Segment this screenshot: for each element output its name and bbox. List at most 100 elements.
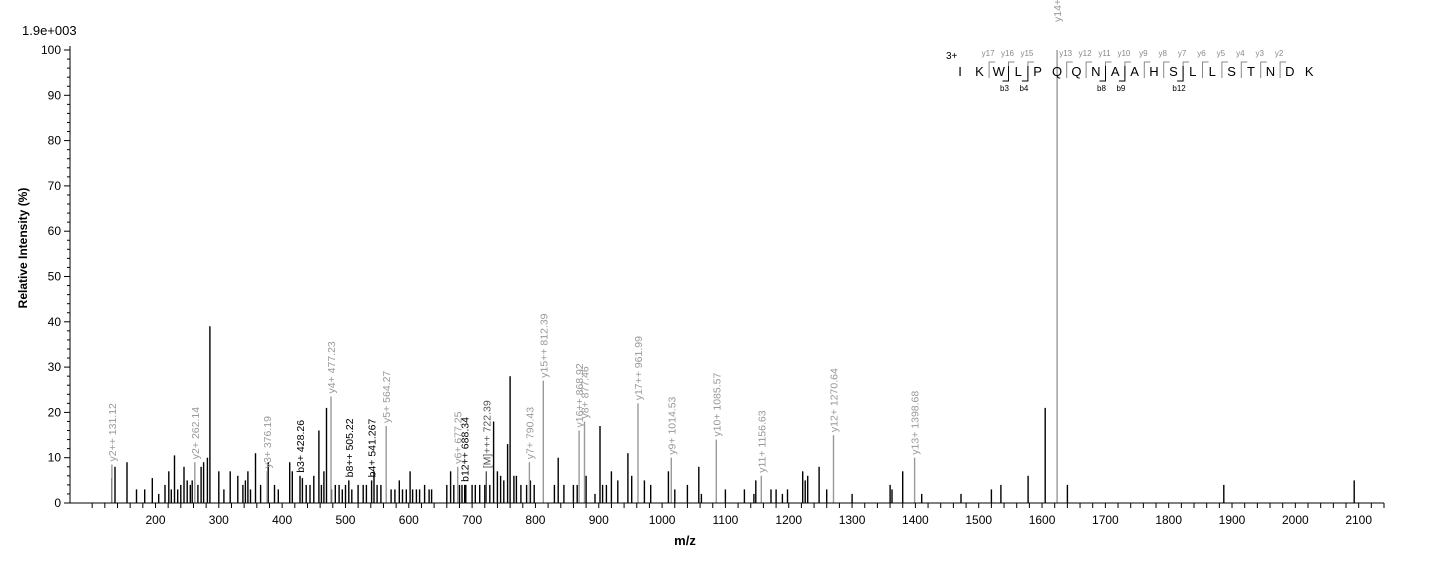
peak-label: y3+ 376.19 — [262, 416, 274, 468]
y-ion-label: y17 — [982, 49, 995, 58]
b-ion-label: b12 — [1172, 84, 1186, 93]
y-ion-bracket — [1240, 61, 1248, 78]
y-tick-label: 100 — [41, 43, 61, 57]
y-tick-label: 90 — [48, 88, 62, 102]
peak-label: y2+ 262.14 — [190, 407, 202, 459]
x-tick-label: 600 — [399, 513, 419, 527]
peak-label: b12++ 688.34 — [460, 417, 472, 482]
y-tick-label: 60 — [48, 224, 62, 238]
y-ion-bracket — [1279, 61, 1287, 78]
peak-label: y14+ 1623.82 — [1052, 0, 1064, 22]
y-ion-bracket — [1085, 61, 1093, 78]
x-tick-label: 200 — [145, 513, 165, 527]
b-ion-label: b8 — [1097, 84, 1106, 93]
y-ion-bracket — [1066, 61, 1073, 78]
y-ion-label: y5 — [1217, 49, 1226, 58]
sequence-residue: L — [1015, 64, 1022, 79]
y-ion-label: y9 — [1139, 49, 1148, 58]
sequence-residue: T — [1247, 64, 1255, 79]
y-ion-bracket — [1221, 61, 1228, 78]
peak-label: b8++ 505.22 — [344, 418, 356, 477]
x-tick-label: 1700 — [1092, 513, 1119, 527]
x-tick-label: 1200 — [775, 513, 802, 527]
b-ion-bracket — [1021, 66, 1029, 82]
y-ion-label: y4 — [1236, 49, 1245, 58]
y-tick-label: 80 — [48, 134, 62, 148]
y-ion-label: y11 — [1098, 49, 1111, 58]
x-tick-label: 1500 — [965, 513, 992, 527]
y-axis-label: Relative Intensity (%) — [16, 188, 30, 309]
peak-label: y11+ 1156.63 — [756, 410, 768, 473]
peak-label: y2++ 131.12 — [107, 403, 119, 462]
x-tick-label: 400 — [272, 513, 292, 527]
y-ion-label: y13 — [1059, 49, 1072, 58]
y-ion-bracket — [1163, 61, 1170, 78]
y-ion-bracket — [1260, 61, 1267, 78]
sequence-residue: L — [1209, 64, 1216, 79]
y-ion-label: y3 — [1255, 49, 1264, 58]
sequence-residue: Q — [1071, 64, 1081, 79]
x-tick-label: 2000 — [1282, 513, 1309, 527]
sequence-residue: D — [1285, 64, 1294, 79]
x-tick-label: 1600 — [1029, 513, 1056, 527]
b-ion-bracket — [1002, 66, 1009, 82]
sequence-residue: W — [993, 64, 1006, 79]
intensity-scale-label: 1.9e+003 — [22, 23, 77, 38]
sequence-residue: S — [1169, 64, 1178, 79]
y-tick-label: 30 — [48, 360, 62, 374]
peak-label: y6+ 677.25 — [453, 411, 465, 463]
sequence-residue: K — [975, 64, 984, 79]
y-tick-label: 0 — [54, 496, 61, 510]
y-ion-bracket — [1202, 61, 1209, 78]
peak-label: y10+ 1085.57 — [711, 373, 723, 437]
peak-label: y4+ 477.23 — [326, 341, 338, 393]
b-ion-bracket — [1099, 66, 1106, 82]
y-tick-label: 50 — [48, 270, 62, 284]
peak-labels-layer: y2++ 131.12 y2+ 262.14 y3+ 376.19 b3+ 428.2… — [107, 0, 1064, 482]
peak-label: [M]+++ 722.39 — [481, 400, 493, 468]
peak-label: y13+ 1398.68 — [910, 391, 922, 455]
b-ion-label: b4 — [1019, 84, 1028, 93]
b-ion-bracket — [1118, 66, 1126, 82]
peak-label: y8+ 877.46 — [580, 366, 592, 418]
y-tick-label: 20 — [48, 405, 62, 419]
x-tick-label: 1100 — [713, 513, 739, 527]
y-ion-bracket — [1143, 61, 1151, 78]
y-tick-label: 70 — [48, 179, 62, 193]
sequence-residue: A — [1130, 64, 1139, 79]
sequence-residue: I — [958, 64, 962, 79]
peak-label: y16++ 868.92 — [574, 363, 586, 427]
sequence-residue: K — [1305, 64, 1314, 79]
y-ion-label: y6 — [1197, 49, 1206, 58]
x-tick-label: 1400 — [902, 513, 929, 527]
peak-label: y17++ 961.99 — [633, 336, 645, 400]
peak-label: y12+ 1270.64 — [829, 368, 841, 432]
x-tick-label: 1000 — [649, 513, 676, 527]
x-tick-label: 2100 — [1345, 513, 1372, 527]
peaks-layer — [111, 50, 1355, 503]
y-ion-label: y10 — [1117, 49, 1130, 58]
y-ion-bracket — [988, 61, 996, 78]
x-tick-label: 1300 — [839, 513, 866, 527]
sequence-residue: S — [1227, 64, 1236, 79]
x-axis-label: m/z — [674, 533, 696, 548]
sequence-residue: H — [1149, 64, 1158, 79]
sequence-residue: A — [1111, 64, 1120, 79]
peak-label: y5+ 564.27 — [381, 371, 393, 423]
x-tick-label: 700 — [462, 513, 482, 527]
peak-label: y9+ 1014.53 — [666, 396, 678, 454]
x-tick-label: 300 — [209, 513, 229, 527]
y-tick-label: 10 — [48, 451, 62, 465]
x-tick-label: 800 — [525, 513, 545, 527]
x-tick-label: 500 — [335, 513, 355, 527]
sequence-residue: L — [1189, 64, 1196, 79]
x-tick-label: 1900 — [1219, 513, 1246, 527]
y-ion-label: y16 — [1001, 49, 1014, 58]
x-tick-label: 900 — [589, 513, 609, 527]
x-tick-label: 1800 — [1155, 513, 1182, 527]
sequence-residue: Q — [1052, 64, 1062, 79]
peak-label: y7+ 790.43 — [524, 407, 536, 459]
charge-state-label: 3+ — [946, 51, 958, 62]
